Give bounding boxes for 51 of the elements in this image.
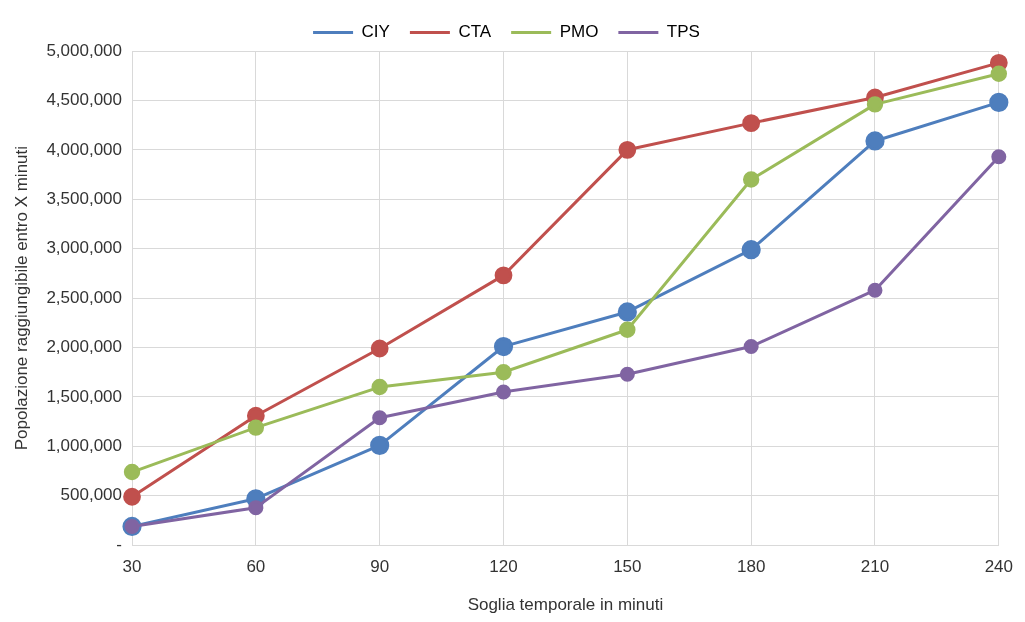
point	[742, 114, 761, 133]
y-axis-title: Popolazione raggiungibile entro X minuti	[11, 145, 31, 451]
point	[372, 410, 388, 426]
x-tick-label: 180	[736, 557, 766, 577]
y-tick-label: 2,500,000	[46, 287, 123, 307]
y-tick-label: 5,000,000	[46, 40, 123, 60]
y-tick-label: 3,000,000	[46, 238, 123, 258]
point	[496, 384, 512, 400]
point	[494, 266, 513, 285]
point	[618, 140, 637, 159]
point	[619, 321, 636, 338]
point	[741, 240, 761, 260]
legend-label: TPS	[666, 22, 700, 42]
point	[743, 339, 759, 355]
point	[990, 65, 1008, 82]
point	[371, 378, 388, 396]
x-tick-label: 90	[370, 557, 390, 577]
point	[495, 364, 512, 381]
point	[248, 500, 264, 516]
y-tick-label: -	[116, 534, 123, 554]
point	[247, 419, 265, 436]
legend-label: PMO	[559, 22, 599, 42]
x-tick-label: 60	[246, 557, 266, 577]
point	[991, 149, 1007, 165]
point	[865, 131, 885, 151]
point	[370, 339, 389, 358]
point	[989, 92, 1009, 112]
y-tick-label: 2,000,000	[46, 337, 123, 357]
y-tick-label: 4,500,000	[46, 90, 123, 110]
x-tick-label: 150	[613, 557, 642, 577]
x-tick-label: 240	[984, 557, 1014, 577]
legend-label: CTA	[458, 22, 492, 42]
point	[742, 171, 760, 188]
x-tick-label: 120	[489, 557, 518, 577]
x-axis-title: Soglia temporale in minuti	[467, 595, 664, 615]
point	[866, 96, 884, 113]
y-tick-label: 4,000,000	[46, 139, 123, 159]
point	[123, 463, 141, 481]
point	[123, 487, 141, 506]
point	[617, 302, 637, 322]
y-tick-label: 500,000	[60, 485, 123, 505]
y-tick-label: 1,500,000	[46, 386, 123, 406]
point	[867, 282, 883, 298]
point	[619, 366, 635, 382]
y-tick-label: 3,500,000	[46, 188, 123, 208]
legend-label: CIY	[361, 22, 390, 42]
y-tick-label: 1,000,000	[46, 436, 123, 456]
point	[370, 435, 390, 455]
x-tick-label: 30	[122, 557, 142, 577]
point	[493, 336, 514, 357]
x-tick-label: 210	[860, 557, 890, 577]
